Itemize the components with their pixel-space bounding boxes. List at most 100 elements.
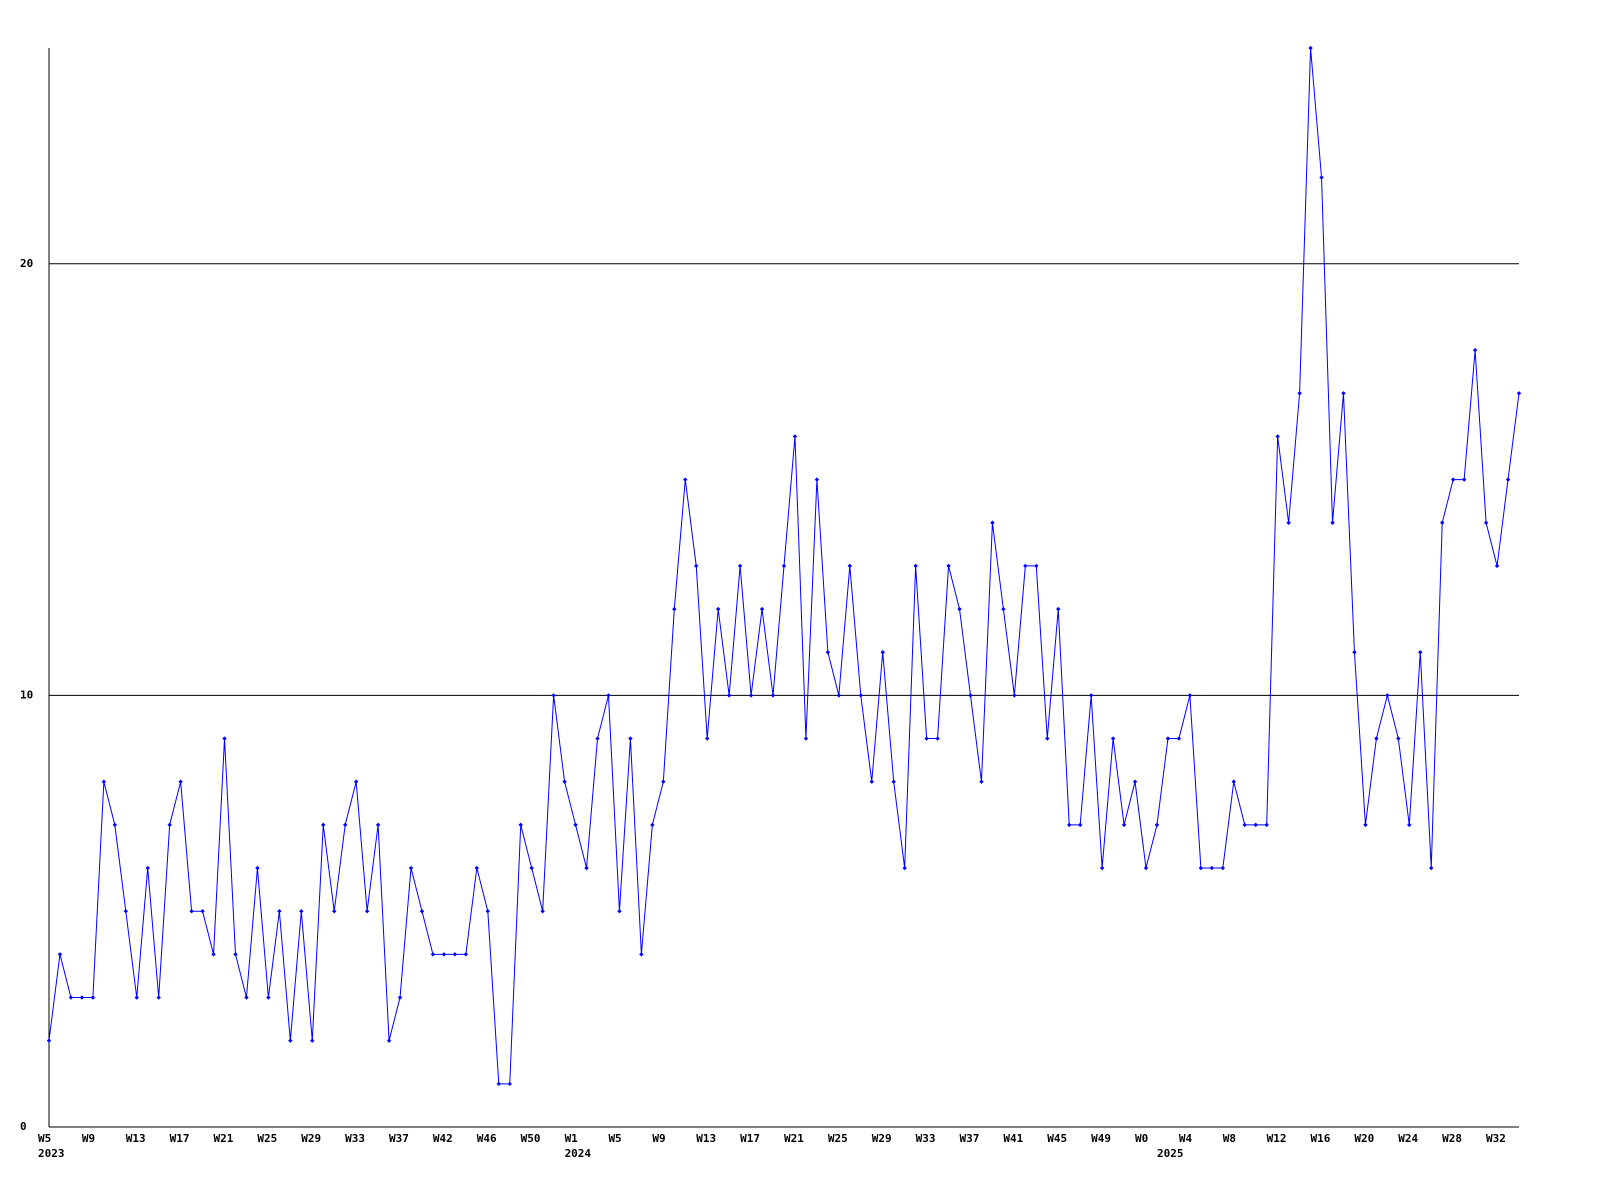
data-point (244, 995, 249, 1000)
data-point (726, 693, 732, 698)
data-point (57, 952, 63, 957)
x-tick-label: W45 (1047, 1132, 1067, 1145)
x-tick-label: W29 (872, 1132, 892, 1145)
data-point (968, 693, 973, 698)
x-tick-label: W24 (1398, 1132, 1418, 1145)
data-point (1110, 736, 1116, 741)
x-tick-label: W33 (916, 1132, 936, 1145)
x-year-label: 2024 (565, 1147, 592, 1160)
data-point (408, 865, 414, 871)
data-point (386, 1038, 392, 1043)
data-point (1099, 865, 1105, 871)
x-tick-label: W9 (82, 1132, 95, 1145)
data-point (430, 952, 436, 957)
x-tick-label: W28 (1442, 1132, 1462, 1145)
data-point (1407, 822, 1412, 828)
data-point (1494, 563, 1500, 569)
data-point (924, 736, 929, 741)
data-point (529, 865, 534, 871)
data-point (1286, 520, 1291, 525)
data-point (595, 736, 600, 741)
data-point (1461, 477, 1467, 482)
y-tick-label: 20 (20, 257, 33, 270)
data-point (178, 779, 183, 784)
data-point (781, 563, 787, 569)
data-point (661, 779, 666, 784)
x-tick-label: W41 (1003, 1132, 1023, 1145)
data-point (891, 779, 896, 784)
data-point (946, 563, 951, 569)
data-point (310, 1038, 315, 1043)
x-tick-label: W13 (696, 1132, 716, 1145)
data-point (332, 909, 337, 914)
x-tick-label: W9 (652, 1132, 665, 1145)
data-point (1418, 650, 1423, 655)
data-point (551, 693, 556, 698)
x-tick-label: W46 (477, 1132, 497, 1145)
data-point (1198, 865, 1204, 871)
data-point (606, 693, 611, 698)
data-point (474, 865, 480, 871)
x-tick-label: W17 (740, 1132, 760, 1145)
x-tick-label: W5 (38, 1132, 51, 1145)
data-point (277, 909, 282, 914)
data-point (1001, 606, 1006, 612)
data-point (518, 822, 523, 828)
data-point (1440, 520, 1445, 525)
data-point (485, 909, 491, 914)
data-point (1396, 736, 1401, 741)
data-point (836, 693, 842, 698)
data-point (68, 995, 74, 1000)
x-tick-label: W8 (1223, 1132, 1236, 1145)
data-point (1472, 347, 1478, 353)
data-point (233, 952, 238, 957)
data-point (1275, 434, 1280, 439)
data-point (814, 477, 820, 482)
data-point (1220, 865, 1226, 871)
data-point (1165, 736, 1171, 741)
data-point (694, 563, 699, 569)
data-point (1516, 391, 1522, 396)
x-tick-label: W25 (828, 1132, 848, 1145)
data-point (1067, 822, 1072, 828)
data-point (1209, 865, 1215, 871)
data-point (705, 736, 710, 741)
data-point (584, 865, 589, 871)
x-tick-label: W5 (608, 1132, 621, 1145)
data-point (1352, 650, 1357, 655)
x-tick-label: W0 (1135, 1132, 1148, 1145)
data-point (299, 909, 304, 914)
data-point (880, 650, 885, 655)
x-tick-label: W29 (301, 1132, 321, 1145)
data-point (990, 520, 995, 525)
data-point (1385, 693, 1390, 698)
data-point (211, 952, 216, 957)
data-point (1264, 822, 1269, 828)
data-point (1088, 693, 1094, 698)
data-point (321, 822, 326, 828)
data-point (90, 995, 96, 1000)
data-point (507, 1081, 512, 1087)
data-point (562, 779, 567, 784)
data-point (1045, 736, 1050, 741)
data-point (617, 909, 622, 914)
data-point (748, 693, 754, 698)
x-tick-label: W33 (345, 1132, 365, 1145)
data-point (683, 477, 688, 482)
x-tick-label: W21 (784, 1132, 804, 1145)
data-point (123, 909, 128, 914)
data-point (441, 952, 447, 957)
data-point (869, 779, 874, 784)
data-point (397, 995, 403, 1000)
data-point (134, 995, 139, 1000)
data-point (628, 736, 633, 741)
y-tick-label: 0 (20, 1120, 27, 1133)
data-point (463, 952, 469, 957)
data-point (803, 736, 809, 741)
data-point (145, 865, 150, 871)
data-point (79, 995, 85, 1000)
x-tick-label: W20 (1354, 1132, 1374, 1145)
data-point (792, 434, 798, 439)
data-point (1176, 736, 1182, 741)
